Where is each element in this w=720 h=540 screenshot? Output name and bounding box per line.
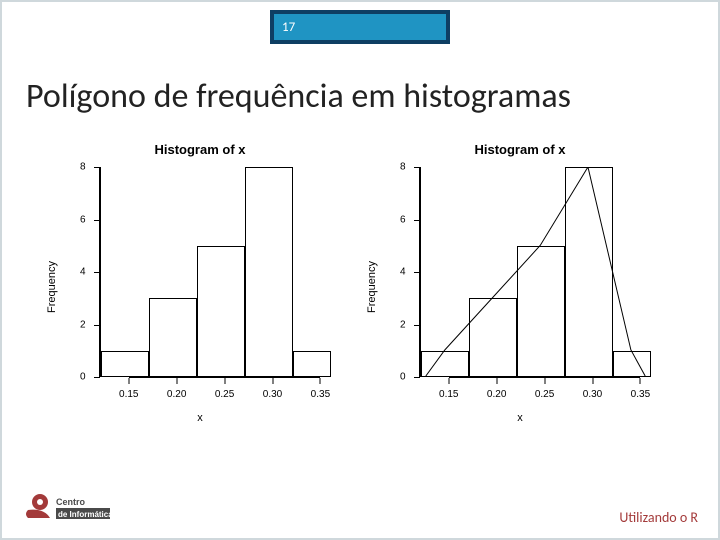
x-tick-label: 0.25 — [535, 389, 554, 400]
x-tick-line — [496, 378, 497, 384]
histogram-bar — [197, 246, 245, 377]
x-tick-label: 0.15 — [439, 389, 458, 400]
x-tick-label: 0.30 — [263, 389, 282, 400]
chart-left-xlabel: x — [50, 412, 350, 424]
x-tick-line — [272, 378, 273, 384]
x-tick-line — [320, 378, 321, 384]
x-tick-line — [224, 378, 225, 384]
chart-left-plot — [100, 167, 330, 377]
slide: 17 Polígono de frequência em histogramas… — [0, 0, 720, 540]
histogram-bar — [613, 351, 651, 377]
page-number: 17 — [282, 20, 295, 35]
charts-row: Histogram of x Frequency x 0 2 4 6 8 0.15 0.20… — [2, 142, 718, 432]
x-axis-outer-line — [129, 377, 321, 378]
chart-right-xlabel: x — [370, 412, 670, 424]
histogram-bar — [149, 298, 197, 377]
y-tick-label: 6 — [80, 214, 86, 225]
footer-right: Utilizando o R — [619, 509, 698, 526]
y-tick-label: 0 — [400, 372, 406, 383]
y-axis-outer-line — [99, 167, 100, 377]
page-number-box: 17 — [270, 10, 450, 44]
x-tick-label: 0.35 — [631, 389, 650, 400]
histogram-bar — [293, 351, 331, 377]
y-tick-label: 8 — [80, 162, 86, 173]
logo: Centro de Informática — [22, 488, 112, 528]
x-tick-line — [128, 378, 129, 384]
x-tick-line — [176, 378, 177, 384]
chart-left-ylabel: Frequency — [46, 261, 58, 313]
svg-text:de Informática: de Informática — [58, 510, 112, 519]
chart-right-ylabel: Frequency — [366, 261, 378, 313]
x-tick-label: 0.35 — [311, 389, 330, 400]
x-tick-line — [544, 378, 545, 384]
y-tick-line — [414, 377, 420, 378]
chart-left: Histogram of x Frequency x 024680.150.20… — [50, 142, 350, 432]
y-tick-label: 0 — [80, 372, 86, 383]
x-tick-line — [448, 378, 449, 384]
histogram-bar — [421, 351, 469, 377]
chart-right-title: Histogram of x — [370, 142, 670, 157]
y-axis-outer-line — [419, 167, 420, 377]
x-tick-label: 0.25 — [215, 389, 234, 400]
x-tick-label: 0.20 — [167, 389, 186, 400]
x-axis-outer-line — [449, 377, 641, 378]
y-tick-label: 2 — [80, 319, 86, 330]
y-tick-label: 4 — [80, 267, 86, 278]
histogram-bar — [565, 167, 613, 377]
y-tick-line — [94, 377, 100, 378]
x-tick-label: 0.30 — [583, 389, 602, 400]
histogram-bar — [245, 167, 293, 377]
chart-right: Histogram of x Frequency x 024680.150.20… — [370, 142, 670, 432]
slide-title: Polígono de frequência em histogramas — [26, 76, 694, 117]
y-tick-label: 2 — [400, 319, 406, 330]
chart-left-title: Histogram of x — [50, 142, 350, 157]
histogram-bar — [517, 246, 565, 377]
x-tick-line — [640, 378, 641, 384]
logo-gear-icon — [26, 494, 50, 518]
chart-right-plot — [420, 167, 650, 377]
x-tick-label: 0.20 — [487, 389, 506, 400]
histogram-bar — [469, 298, 517, 377]
svg-text:Centro: Centro — [56, 497, 86, 507]
x-tick-label: 0.15 — [119, 389, 138, 400]
y-tick-label: 4 — [400, 267, 406, 278]
x-tick-line — [592, 378, 593, 384]
histogram-bar — [101, 351, 149, 377]
y-tick-label: 6 — [400, 214, 406, 225]
y-tick-label: 8 — [400, 162, 406, 173]
